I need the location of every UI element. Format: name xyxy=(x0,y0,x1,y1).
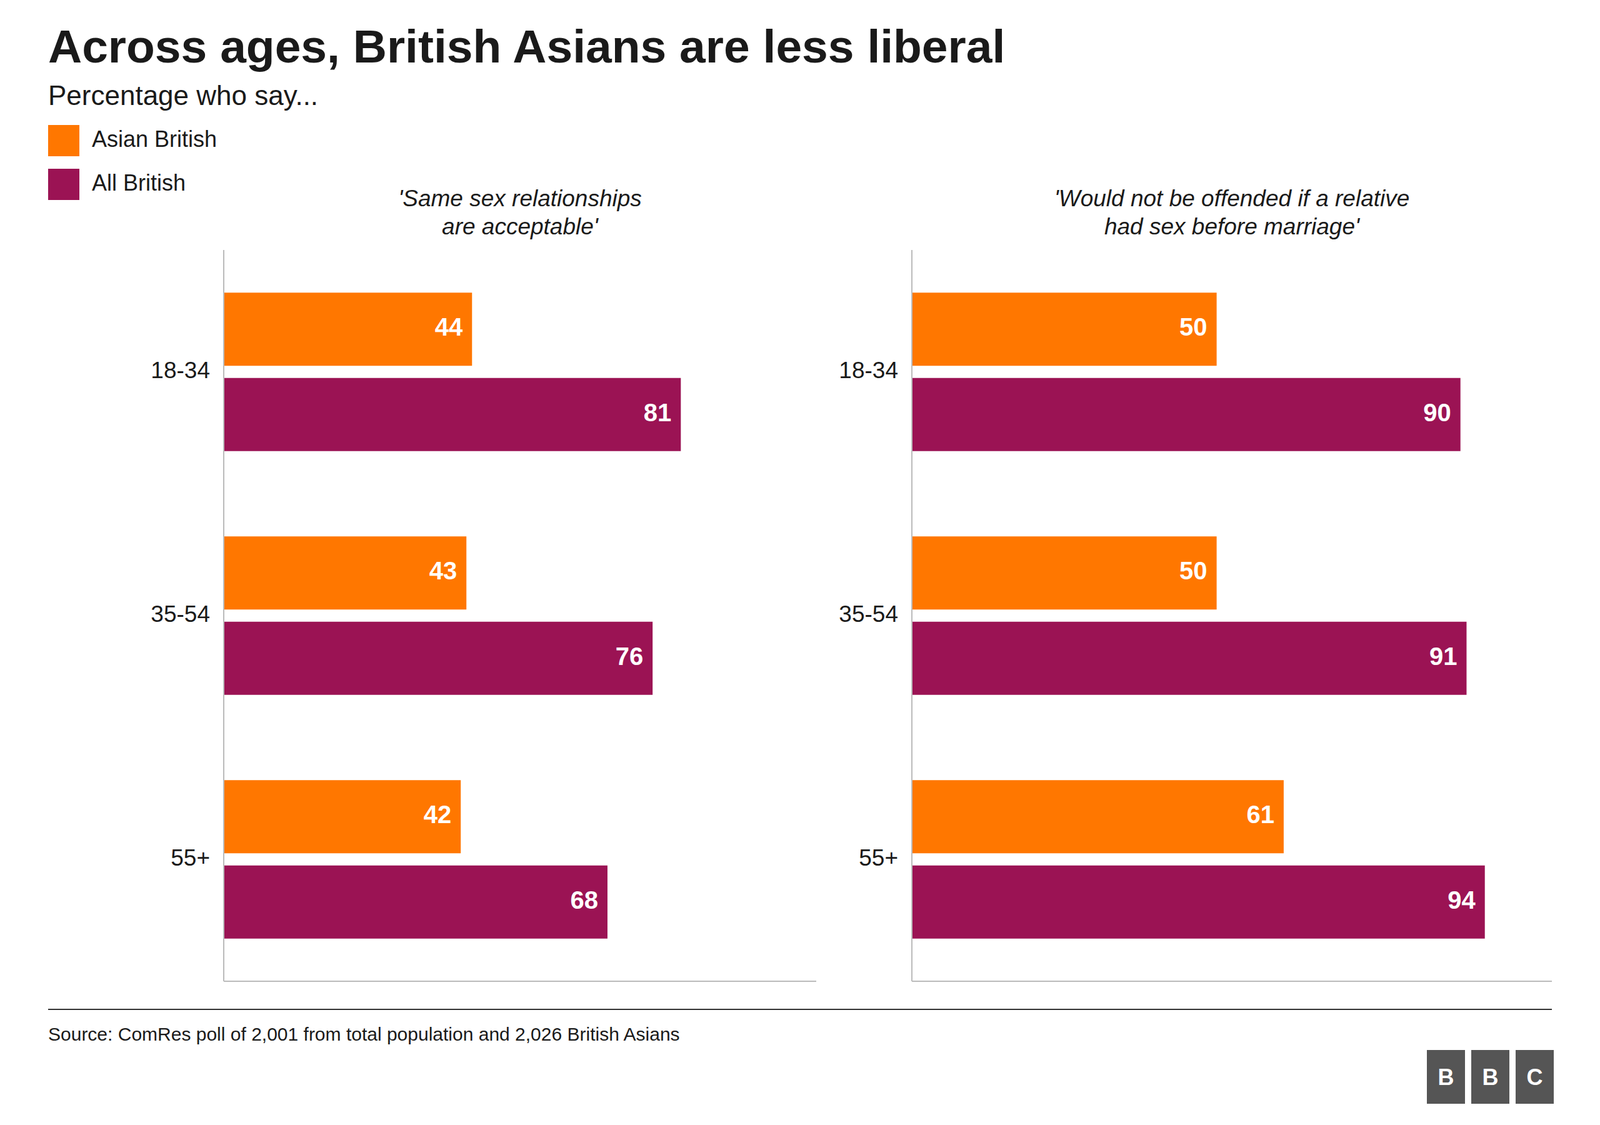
chart: 'Would not be offended if a relativehad … xyxy=(838,185,1552,982)
legend-swatch xyxy=(48,168,80,200)
bars xyxy=(911,292,1485,939)
labels: 50 90 18-34 50 91 35-54 61 94 55+ xyxy=(838,313,1476,914)
chart-title: 'Would not be offended if a relative xyxy=(1054,185,1410,212)
category-label: 55+ xyxy=(170,845,210,871)
category-label: 55+ xyxy=(858,845,899,871)
bar xyxy=(223,865,608,939)
x-axis-line xyxy=(911,980,1552,982)
bar xyxy=(911,378,1461,452)
legend-swatch xyxy=(48,125,80,157)
legend: Asian British All British xyxy=(48,125,217,200)
legend-label: Asian British xyxy=(91,126,217,152)
category-label: 18-34 xyxy=(838,357,899,384)
subtitle: Percentage who say... xyxy=(48,80,319,111)
chart-root: Across ages, British Asians are less lib… xyxy=(0,0,1600,1125)
bar xyxy=(223,292,472,366)
bar xyxy=(223,536,467,610)
background xyxy=(0,0,1600,1125)
bar xyxy=(223,780,461,854)
chart-title: had sex before marriage' xyxy=(1104,213,1361,240)
logo-letter: C xyxy=(1526,1064,1544,1090)
data-label: 61 xyxy=(1246,800,1275,829)
logo-box xyxy=(1471,1050,1510,1104)
labels: 44 81 18-34 43 76 35-54 42 68 55+ xyxy=(150,313,672,914)
y-axis-line xyxy=(223,250,225,982)
legend-label: All British xyxy=(91,170,186,196)
logo-letter: B xyxy=(1482,1064,1499,1090)
source: Source: ComRes poll of 2,001 from total … xyxy=(48,1023,680,1045)
logo-box xyxy=(1426,1050,1465,1104)
logo: BBC xyxy=(1426,1050,1554,1104)
chart-title: are acceptable' xyxy=(441,213,600,240)
y-axis-line xyxy=(911,250,913,982)
logo-box xyxy=(1515,1050,1554,1104)
bar xyxy=(911,865,1485,939)
chart-title: 'Same sex relationships xyxy=(398,185,642,212)
data-label: 81 xyxy=(643,398,672,427)
logo-letter: B xyxy=(1438,1064,1455,1090)
title: Across ages, British Asians are less lib… xyxy=(48,20,1005,73)
bar xyxy=(223,378,681,452)
data-label: 94 xyxy=(1447,886,1476,914)
category-label: 18-34 xyxy=(150,357,210,384)
bar xyxy=(911,292,1217,366)
bar xyxy=(911,780,1284,854)
x-axis-line xyxy=(223,980,817,982)
category-label: 35-54 xyxy=(838,601,899,627)
data-label: 91 xyxy=(1429,642,1458,670)
bar xyxy=(223,621,653,695)
footer-line xyxy=(48,1008,1552,1010)
data-label: 50 xyxy=(1179,556,1208,585)
data-label: 76 xyxy=(615,642,644,670)
bar xyxy=(911,536,1217,610)
bar xyxy=(911,621,1467,695)
category-label: 35-54 xyxy=(150,601,210,627)
data-label: 43 xyxy=(429,556,458,585)
data-label: 44 xyxy=(435,313,464,341)
chart: 'Same sex relationshipsare acceptable' 44… xyxy=(150,185,817,982)
bars xyxy=(223,292,681,939)
data-label: 68 xyxy=(570,886,599,914)
data-label: 42 xyxy=(423,800,452,829)
data-label: 90 xyxy=(1423,398,1452,427)
data-label: 50 xyxy=(1179,313,1208,341)
